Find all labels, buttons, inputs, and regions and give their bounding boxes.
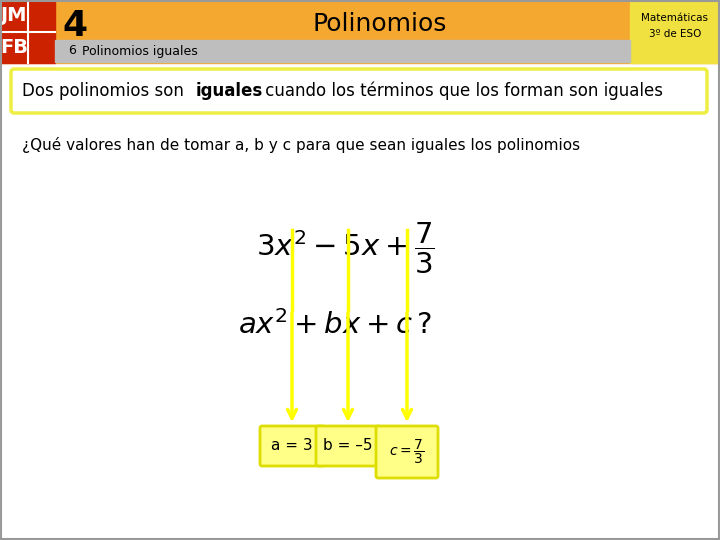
Text: 6: 6 xyxy=(68,44,76,57)
Text: ?: ? xyxy=(417,311,433,339)
Text: Dos polinomios son: Dos polinomios son xyxy=(22,82,189,100)
Text: 4: 4 xyxy=(63,10,88,43)
Text: ¿Qué valores han de tomar a, b y c para que sean iguales los polinomios: ¿Qué valores han de tomar a, b y c para … xyxy=(22,137,580,153)
FancyBboxPatch shape xyxy=(260,426,324,466)
Bar xyxy=(630,0,720,63)
Bar xyxy=(55,40,630,62)
Text: Polinomios iguales: Polinomios iguales xyxy=(82,44,198,57)
Bar xyxy=(0,0,55,63)
FancyBboxPatch shape xyxy=(11,69,707,113)
Text: Matemáticas: Matemáticas xyxy=(642,13,708,23)
Text: a = 3: a = 3 xyxy=(271,438,312,454)
FancyBboxPatch shape xyxy=(316,426,380,466)
Text: iguales: iguales xyxy=(196,82,264,100)
Text: cuando los términos que los forman son iguales: cuando los términos que los forman son i… xyxy=(260,82,663,100)
Text: JM: JM xyxy=(1,6,27,25)
Text: FB: FB xyxy=(0,38,28,57)
Bar xyxy=(0,0,720,63)
Text: $c=\dfrac{7}{3}$: $c=\dfrac{7}{3}$ xyxy=(390,438,425,466)
Text: Polinomios: Polinomios xyxy=(312,12,447,36)
Text: 3º de ESO: 3º de ESO xyxy=(649,29,701,39)
FancyBboxPatch shape xyxy=(376,426,438,478)
Text: $3x^{2}-5x+\dfrac{7}{3}$: $3x^{2}-5x+\dfrac{7}{3}$ xyxy=(256,220,434,275)
Text: b = –5: b = –5 xyxy=(323,438,373,454)
Text: $ax^{2}+bx+c$: $ax^{2}+bx+c$ xyxy=(238,310,413,340)
